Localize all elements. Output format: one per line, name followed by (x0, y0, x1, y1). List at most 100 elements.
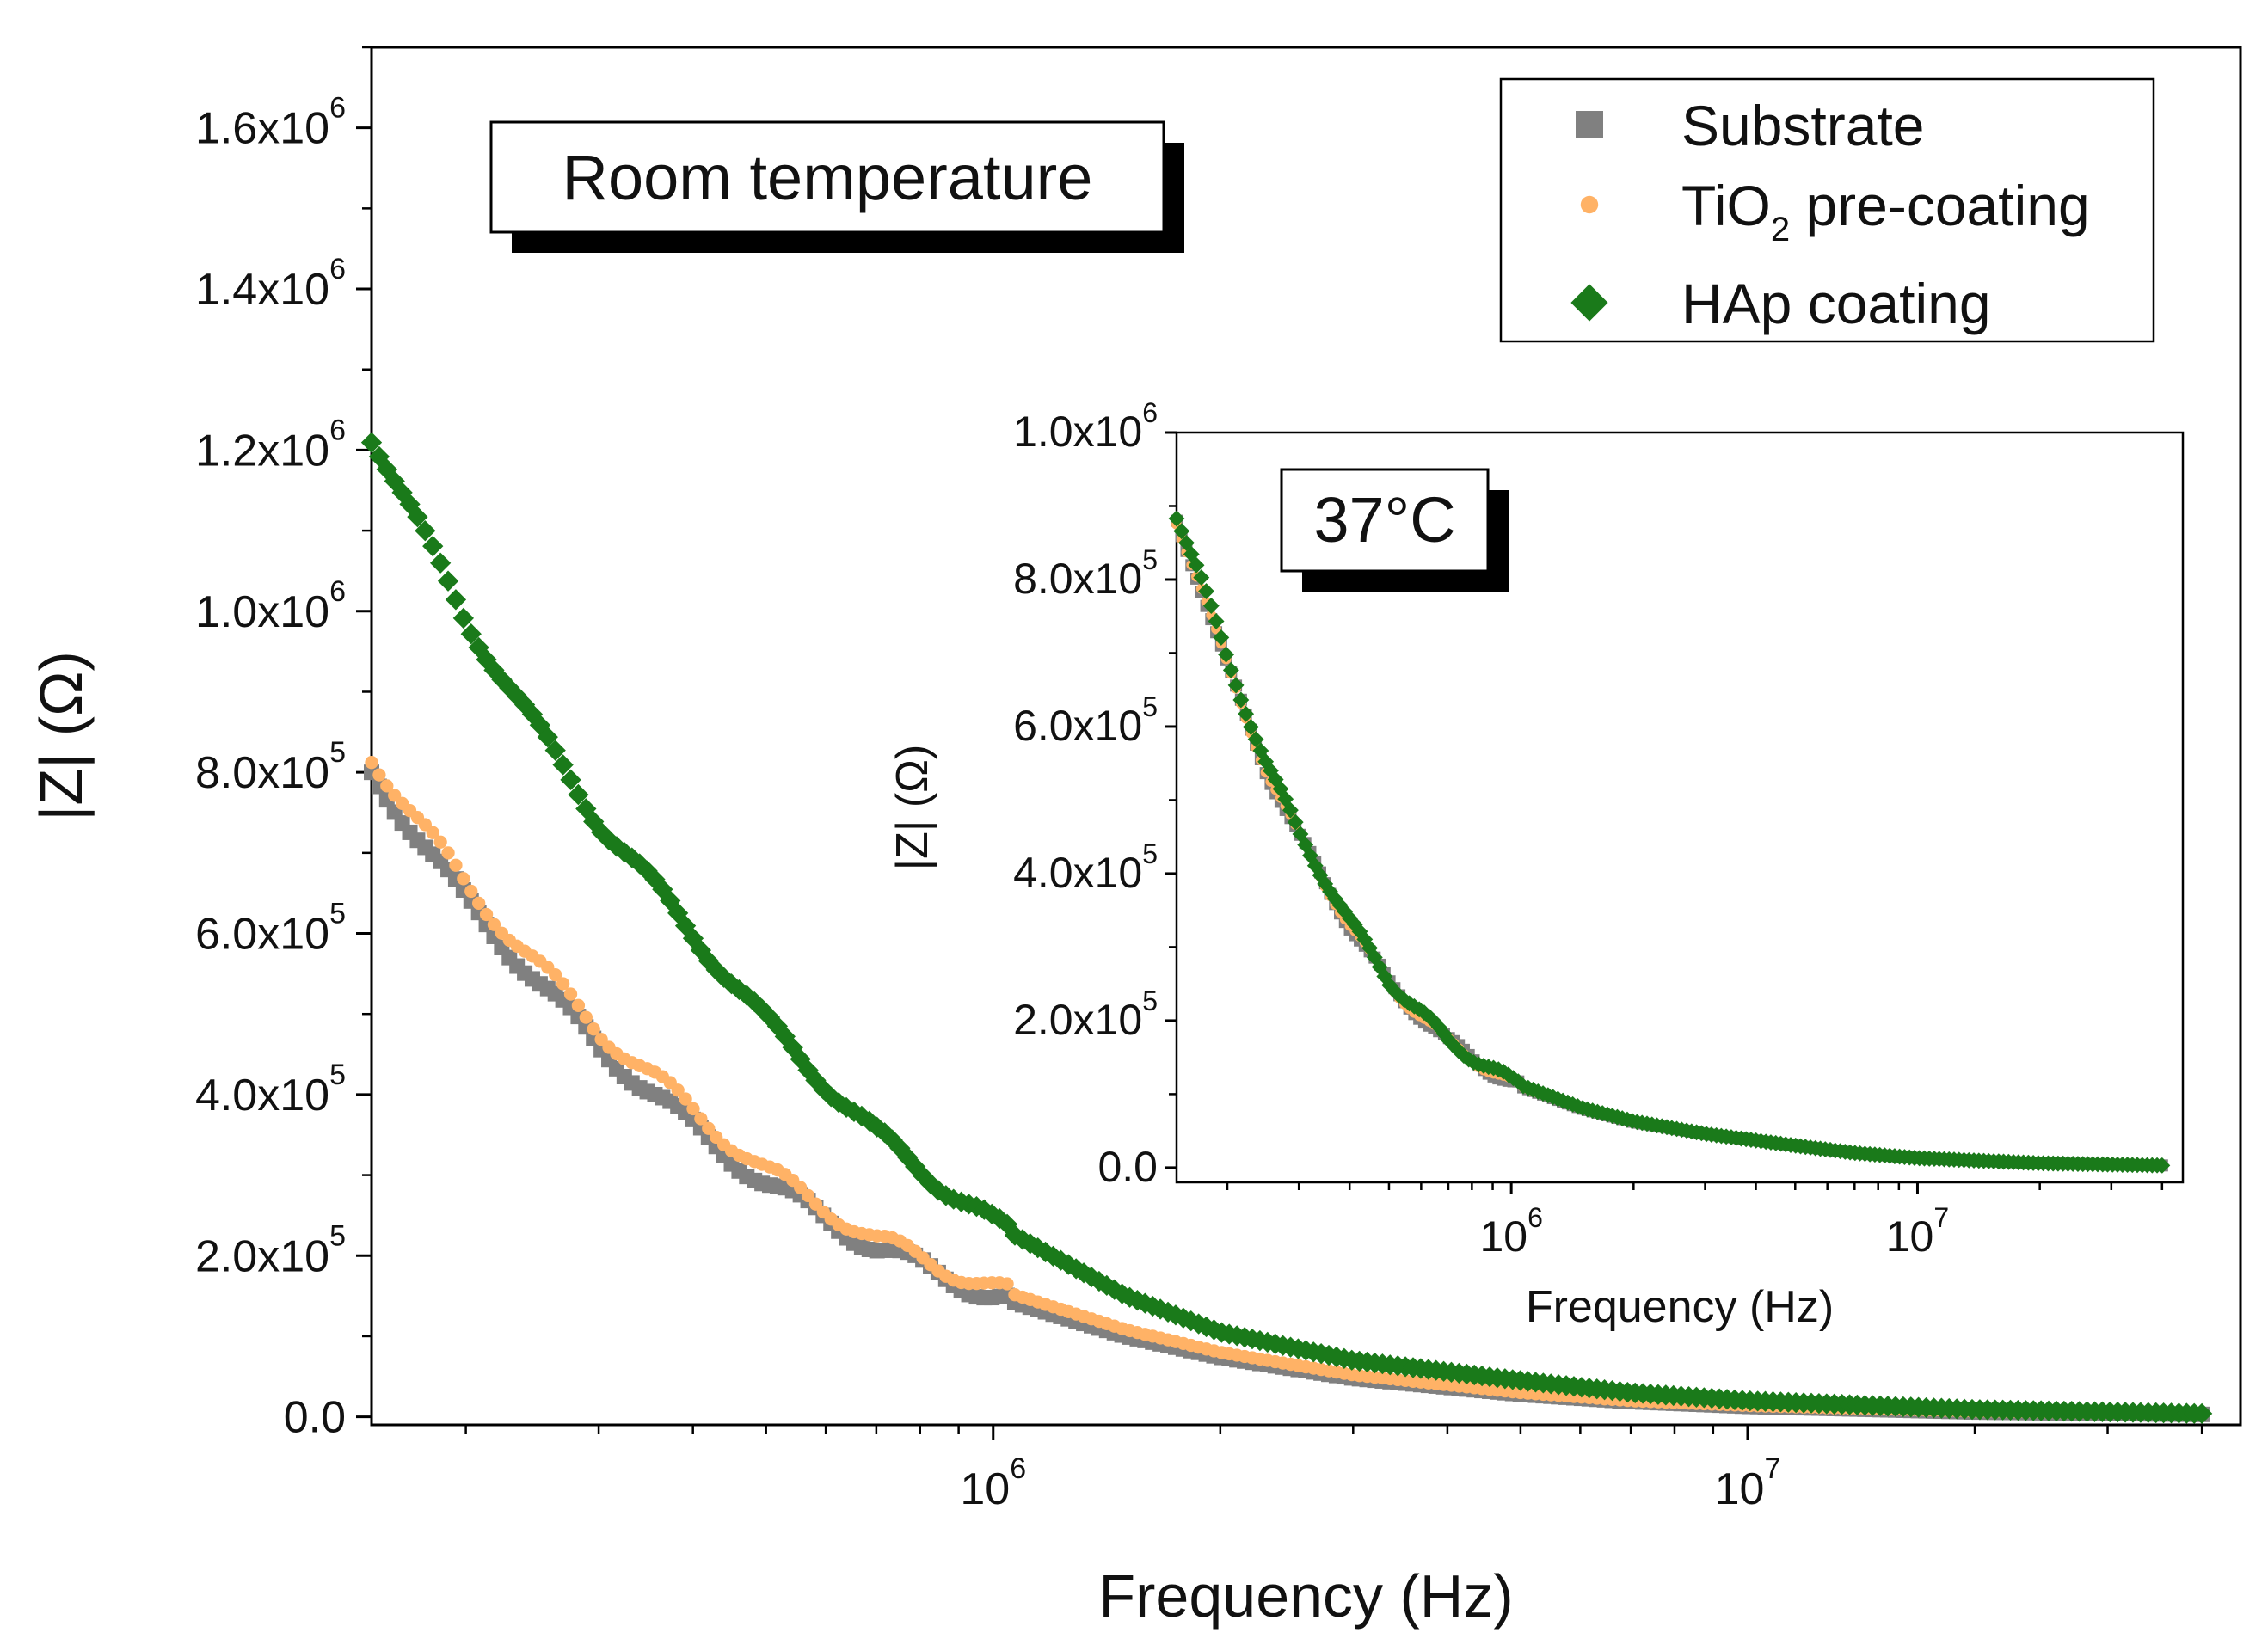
data-point (556, 977, 570, 991)
data-point (1168, 510, 1185, 527)
y-tick-label: 1.2x106 (195, 414, 346, 476)
data-point (563, 987, 578, 1001)
data-point (1000, 1277, 1014, 1291)
data-point (1292, 826, 1309, 843)
data-point (457, 872, 470, 886)
data-point (568, 783, 589, 806)
data-point (1173, 523, 1190, 540)
inset-plot: 106 107 0.0 2.0x105 4.0x105 6.0x105 8.0x105 1.0… (888, 397, 2185, 1332)
data-point (1272, 780, 1289, 797)
data-point (1242, 719, 1259, 735)
data-point (1342, 910, 1358, 927)
legend-marker (1576, 111, 1603, 138)
data-point (1198, 583, 1214, 600)
y-tick-label: 4.0x105 (195, 1059, 346, 1120)
data-point (1505, 1070, 1521, 1087)
annotation-box (489, 120, 1165, 234)
data-point (365, 756, 378, 770)
data-point (1193, 569, 1210, 586)
main-plot: 106 107 0.0 2.0x105 4.0x105 6.0x105 8.0x105 1.0… (28, 46, 2242, 1630)
data-point (1218, 646, 1235, 663)
data-point (897, 1146, 919, 1169)
data-point (549, 967, 562, 982)
inset-annotation-text: 37°C (1313, 484, 1455, 555)
legend-label: HAp coating (1681, 272, 1991, 335)
data-point (728, 979, 750, 1001)
y-tick-label: 1.6x106 (195, 92, 346, 154)
y-tick-label: 1.4x106 (195, 253, 346, 315)
data-point (1306, 857, 1324, 875)
data-point (702, 1121, 716, 1135)
data-point (1202, 598, 1220, 614)
inset-annotation-box (1280, 468, 1490, 573)
data-point (1297, 837, 1314, 853)
data-point (686, 1102, 700, 1116)
data-point (667, 902, 689, 924)
data-point (736, 985, 758, 1006)
annotation-37c: 37°C (1280, 468, 1509, 592)
data-point (1455, 1047, 1472, 1065)
plot-frame (370, 46, 2242, 1427)
data-point (927, 1180, 950, 1201)
data-point (407, 506, 428, 528)
x-tick-label: 107 (1886, 1202, 1949, 1261)
data-point (1188, 556, 1205, 574)
data-point (1435, 1025, 1453, 1042)
y-tick-label: 1.0x106 (195, 575, 346, 637)
data-point (813, 1078, 834, 1100)
data-point (422, 536, 444, 557)
data-point (415, 520, 436, 542)
x-tick-label: 106 (1479, 1202, 1542, 1261)
data-point (437, 570, 459, 592)
series-tio (365, 756, 2209, 1421)
data-point (1366, 948, 1383, 966)
data-point (472, 896, 486, 911)
data-point (858, 1110, 880, 1132)
data-point (1331, 897, 1349, 914)
data-point (1238, 705, 1255, 722)
data-point (1376, 968, 1393, 985)
data-point (801, 1188, 815, 1203)
data-point (1208, 613, 1225, 629)
x-axis-title: Frequency (Hz) (1098, 1562, 1513, 1630)
y-tick-label: 2.0x105 (1013, 985, 1158, 1044)
legend-marker (1580, 195, 1599, 214)
data-point (652, 879, 673, 900)
data-point (935, 1185, 956, 1206)
data-point (843, 1101, 865, 1123)
data-point (690, 939, 712, 961)
data-point (1500, 1066, 1517, 1083)
y-tick-label: 8.0x105 (1013, 544, 1158, 603)
data-point (694, 1112, 708, 1126)
series-hap-coating (360, 432, 2213, 1425)
legend-box (1499, 77, 2155, 343)
y-tick-label: 2.0x105 (195, 1219, 346, 1281)
data-point (1411, 1001, 1428, 1018)
data-point (1356, 930, 1374, 948)
data-point (360, 432, 383, 453)
data-point (487, 918, 501, 931)
y-tick-label: 6.0x105 (1013, 691, 1158, 750)
data-point (2191, 1402, 2213, 1425)
data-point (449, 858, 463, 872)
y-tick-label: 8.0x105 (195, 736, 346, 798)
data-point (744, 991, 765, 1013)
legend-label: TiO2 pre-coating (1681, 174, 2090, 249)
data-point (759, 1006, 781, 1028)
x-axis-title: Frequency (Hz) (1526, 1282, 1834, 1332)
data-point (452, 607, 475, 629)
data-point (671, 1083, 685, 1097)
annotation-room-temperature: Room temperature (489, 120, 1184, 253)
data-point (460, 623, 482, 645)
data-point (433, 835, 447, 849)
data-point (1441, 1032, 1458, 1049)
data-point (882, 1129, 903, 1151)
data-point (441, 846, 455, 860)
y-axis-title: |Z| (Ω) (888, 745, 937, 871)
data-point (679, 1092, 692, 1106)
y-tick-label: 6.0x105 (195, 898, 346, 960)
data-point (537, 726, 558, 748)
data-point (1277, 790, 1294, 807)
data-point (571, 998, 586, 1012)
